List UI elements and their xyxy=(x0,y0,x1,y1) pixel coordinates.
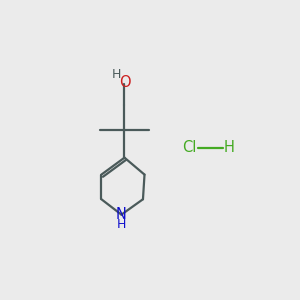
Text: H: H xyxy=(117,218,126,231)
Text: N: N xyxy=(116,207,127,222)
Text: H: H xyxy=(112,68,122,81)
Text: Cl: Cl xyxy=(182,140,196,155)
Text: O: O xyxy=(119,76,131,91)
Text: H: H xyxy=(224,140,235,155)
